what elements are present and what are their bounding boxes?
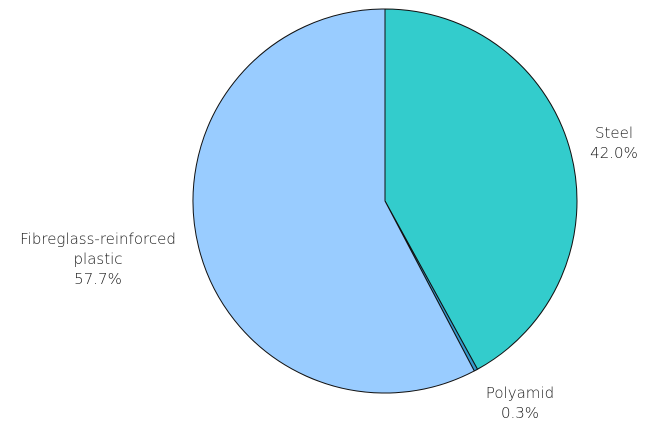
slice-label-fibreglass-reinforced-plastic: Fibreglass-reinforced plastic 57.7% [20,230,176,288]
pie-slice-fibreglass-reinforced-plastic [192,8,475,394]
pie-labels: Steel 42.0% Polyamid 0.3% Fibreglass-reinfor… [20,124,638,422]
slice-label-polyamid: Polyamid 0.3% [486,384,554,422]
slice-label-name: Polyamid [486,384,554,402]
slice-label-value: 0.3% [501,404,539,422]
slice-label-steel: Steel 42.0% [590,124,638,162]
slice-label-name: Fibreglass-reinforced [20,230,176,248]
slice-label-value: 57.7% [74,270,122,288]
slice-label-name: plastic [74,250,123,268]
pie-slice-steel [384,8,578,370]
slice-label-name: Steel [595,124,633,142]
pie-slices [192,8,578,394]
slice-label-value: 42.0% [590,144,638,162]
